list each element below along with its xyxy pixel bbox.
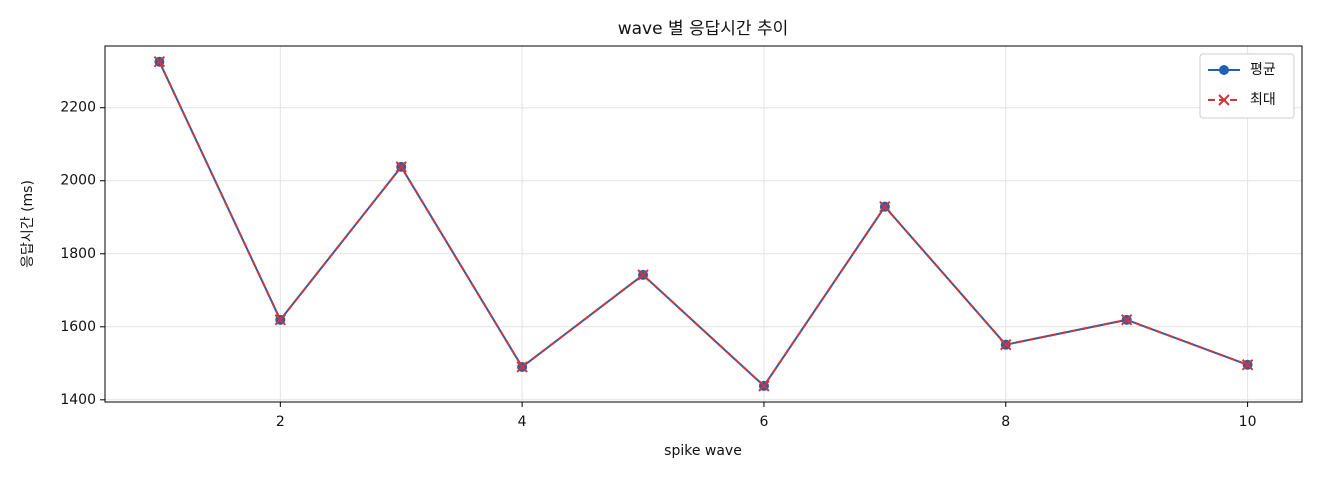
data-point-stroke	[1120, 314, 1133, 326]
y-tick-label: 1600	[60, 319, 96, 335]
y-tick-label: 1800	[60, 246, 96, 262]
data-point-stroke	[516, 361, 528, 373]
data-point-stroke	[395, 161, 407, 173]
data-point	[879, 200, 891, 213]
data-point-stroke	[274, 314, 287, 326]
data-point	[1241, 359, 1254, 371]
data-point	[516, 361, 528, 373]
y-tick-label: 2200	[60, 100, 96, 116]
legend-box	[1199, 53, 1295, 119]
x-tick-label: 4	[518, 414, 527, 430]
chart-title: wave 별 응답시간 추이	[618, 19, 789, 39]
series-line	[158, 61, 1248, 388]
legend-marker	[1219, 65, 1229, 75]
data-point-stroke	[758, 380, 770, 392]
data-point-stroke	[1241, 359, 1254, 371]
data-point	[274, 314, 287, 326]
data-point-stroke	[637, 269, 649, 281]
data-point	[637, 269, 649, 281]
data-point	[395, 161, 407, 173]
data-point-stroke	[153, 55, 166, 68]
y-axis-label: 응답시간 (ms)	[20, 180, 36, 268]
x-tick-label: 6	[759, 414, 768, 430]
x-axis-label: spike wave	[664, 443, 742, 459]
plot-frame	[104, 45, 1303, 403]
x-tick-label: 8	[1001, 414, 1010, 430]
legend-label: 평균	[1250, 62, 1276, 78]
data-point	[1000, 338, 1012, 351]
data-point	[153, 55, 166, 68]
data-point-stroke	[879, 200, 891, 213]
x-tick-label: 2	[276, 414, 285, 430]
x-tick-label: 10	[1239, 414, 1257, 430]
legend-label: 최대	[1250, 92, 1276, 108]
y-tick-label: 1400	[60, 392, 96, 408]
data-point	[758, 380, 770, 392]
legend-marker	[1218, 94, 1230, 106]
y-tick-label: 2000	[60, 173, 96, 189]
series-line	[158, 61, 1248, 388]
data-point-stroke	[1000, 338, 1012, 351]
data-point	[1120, 314, 1133, 326]
